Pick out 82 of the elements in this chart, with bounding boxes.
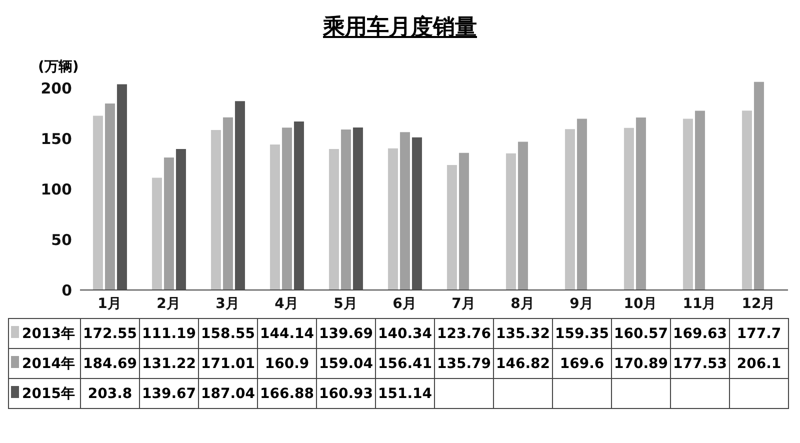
data-label: 160.57	[612, 318, 670, 348]
data-label: 111.19	[140, 318, 198, 348]
y-tick-label: 150	[40, 130, 72, 148]
x-tick-label: 7月	[452, 296, 476, 312]
x-tick-label: 4月	[274, 296, 298, 312]
bar	[624, 128, 634, 290]
bar	[682, 118, 693, 290]
bar	[458, 152, 469, 290]
bar	[294, 122, 304, 290]
data-label: 156.41	[376, 348, 434, 378]
x-tick-label: 6月	[392, 296, 416, 312]
y-tick-label: 50	[51, 230, 72, 249]
data-label: 159.04	[316, 348, 376, 378]
bar	[564, 129, 575, 290]
bar	[576, 118, 587, 290]
y-tick-label: 0	[62, 281, 72, 300]
bar	[282, 128, 292, 290]
data-label: 160.9	[258, 348, 316, 378]
data-label: 146.82	[494, 348, 552, 378]
data-label: 187.04	[198, 378, 258, 408]
data-label: 171.01	[198, 348, 258, 378]
bar	[164, 158, 174, 290]
bar	[412, 137, 422, 290]
data-label: 135.79	[434, 348, 494, 378]
bar	[104, 104, 115, 290]
legend-label: 2013年	[8, 318, 80, 348]
data-label: 158.55	[198, 318, 258, 348]
bar	[400, 132, 410, 290]
bar	[270, 144, 280, 290]
x-tick-label: 2月	[156, 296, 180, 312]
bar	[694, 110, 705, 290]
data-label: 166.88	[258, 378, 316, 408]
bar	[234, 101, 245, 290]
data-label: 123.76	[434, 318, 494, 348]
data-label: 203.8	[80, 378, 140, 408]
x-tick-label: 8月	[510, 296, 534, 312]
bar	[152, 178, 162, 290]
bar	[352, 128, 363, 290]
y-axis-title: (万辆)	[38, 58, 79, 76]
data-label: 131.22	[140, 348, 198, 378]
y-tick-label: 100	[40, 180, 72, 198]
bar	[328, 148, 339, 290]
data-label: 144.14	[258, 318, 316, 348]
data-label: 169.6	[552, 348, 612, 378]
bar	[222, 117, 233, 290]
x-tick-label: 5月	[334, 296, 358, 312]
bar	[92, 116, 103, 290]
data-label: 177.53	[670, 348, 730, 378]
data-label: 177.7	[730, 318, 788, 348]
x-tick-label: 10月	[624, 296, 658, 312]
data-label: 140.34	[376, 318, 434, 348]
data-label: 172.55	[80, 318, 140, 348]
bar	[754, 82, 764, 290]
chart-title: 乘用车月度销量	[322, 14, 478, 42]
y-tick-label: 200	[40, 79, 72, 98]
data-label: 184.69	[80, 348, 140, 378]
bar	[506, 153, 516, 290]
data-label: 169.63	[670, 318, 730, 348]
data-label: 159.35	[552, 318, 612, 348]
x-tick-label: 3月	[216, 296, 240, 312]
bar	[742, 110, 752, 290]
legend-label: 2015年	[8, 378, 80, 408]
data-label: 151.14	[376, 378, 434, 408]
x-tick-label: 11月	[682, 296, 716, 312]
data-label: 139.67	[140, 378, 198, 408]
data-label: 139.69	[316, 318, 376, 348]
bar	[388, 148, 398, 290]
data-label: 206.1	[730, 348, 788, 378]
legend-label: 2014年	[8, 348, 80, 378]
bar	[340, 129, 351, 290]
x-tick-label: 12月	[742, 296, 776, 312]
x-tick-label: 9月	[570, 296, 594, 312]
bar	[518, 142, 528, 290]
data-label: 160.93	[316, 378, 376, 408]
bar	[176, 149, 186, 290]
data-label: 135.32	[494, 318, 552, 348]
bar	[210, 130, 221, 290]
data-label: 170.89	[612, 348, 670, 378]
x-tick-label: 1月	[98, 296, 122, 312]
bar	[636, 117, 646, 290]
bar	[116, 84, 127, 290]
bar	[446, 165, 457, 290]
